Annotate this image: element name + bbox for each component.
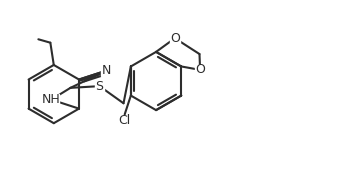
Text: N: N [102,64,111,77]
Text: O: O [195,63,205,76]
Bar [44,94,59,105]
Bar [195,65,205,75]
Text: O: O [170,32,180,45]
Bar [101,65,112,76]
Text: NH: NH [42,93,61,106]
Bar [95,81,104,91]
Bar [170,33,180,43]
Text: S: S [96,80,104,93]
Text: Cl: Cl [118,114,131,127]
